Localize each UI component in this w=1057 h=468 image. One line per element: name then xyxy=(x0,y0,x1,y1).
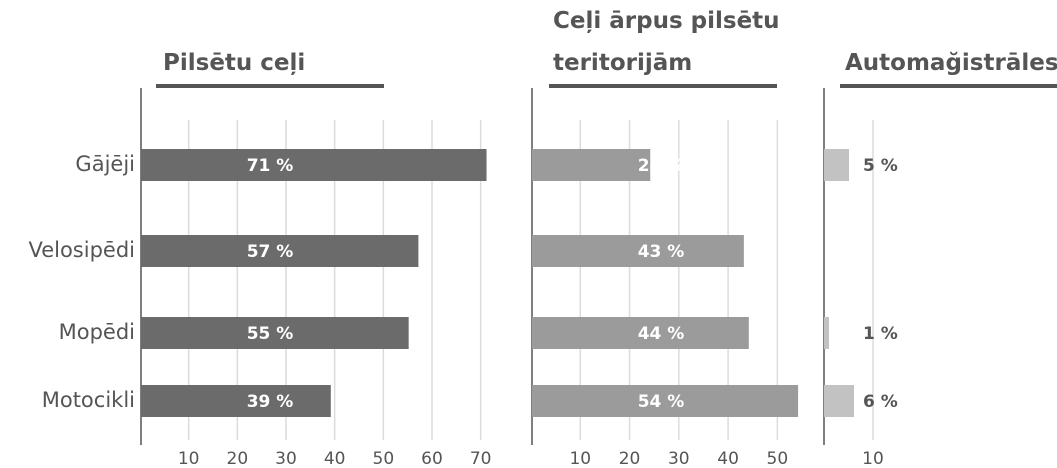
bar xyxy=(141,385,331,417)
value-label: 57 % xyxy=(247,242,294,262)
bar xyxy=(141,317,409,349)
x-tick-label: 10 xyxy=(178,449,200,468)
x-tick-label: 30 xyxy=(275,449,297,468)
category-label: Motocikli xyxy=(42,388,135,412)
value-label: 71 % xyxy=(247,156,294,176)
x-tick-label: 70 xyxy=(470,449,492,468)
bar xyxy=(141,149,487,181)
panel-title: teritorijām xyxy=(553,50,692,76)
value-label: 43 % xyxy=(638,242,685,262)
panel-title: Automağistrāles xyxy=(845,50,1057,76)
value-label: 5 % xyxy=(863,156,898,176)
value-label: 39 % xyxy=(247,392,294,412)
bar xyxy=(532,385,799,417)
bar xyxy=(141,235,419,267)
panel-title: Pilsētu ceļi xyxy=(163,50,305,76)
x-tick-label: 10 xyxy=(569,449,591,468)
x-tick-label: 50 xyxy=(767,449,789,468)
category-label: Gājēji xyxy=(75,152,135,176)
bar xyxy=(532,149,651,181)
value-label: 54 % xyxy=(638,392,685,412)
value-label: 44 % xyxy=(638,324,685,344)
x-tick-label: 30 xyxy=(668,449,690,468)
x-tick-label: 40 xyxy=(324,449,346,468)
bar xyxy=(824,385,854,417)
x-tick-label: 40 xyxy=(717,449,739,468)
x-tick-label: 20 xyxy=(619,449,641,468)
category-label: Mopēdi xyxy=(59,320,135,344)
x-tick-label: 10 xyxy=(862,449,884,468)
title-underline xyxy=(549,84,777,88)
bar xyxy=(532,317,749,349)
value-label: 55 % xyxy=(247,324,294,344)
title-underline xyxy=(156,84,384,88)
x-tick-label: 20 xyxy=(227,449,249,468)
x-tick-label: 50 xyxy=(373,449,395,468)
title-underline xyxy=(840,84,1057,88)
bar xyxy=(824,317,829,349)
panel-title: Ceļi ārpus pilsētu xyxy=(553,8,780,34)
value-label: 6 % xyxy=(863,392,898,412)
x-tick-label: 60 xyxy=(421,449,443,468)
value-label: 24 % xyxy=(638,156,685,176)
value-label: 1 % xyxy=(863,324,898,344)
bar xyxy=(824,149,849,181)
category-label: Velosipēdi xyxy=(28,238,135,262)
bar xyxy=(532,235,744,267)
